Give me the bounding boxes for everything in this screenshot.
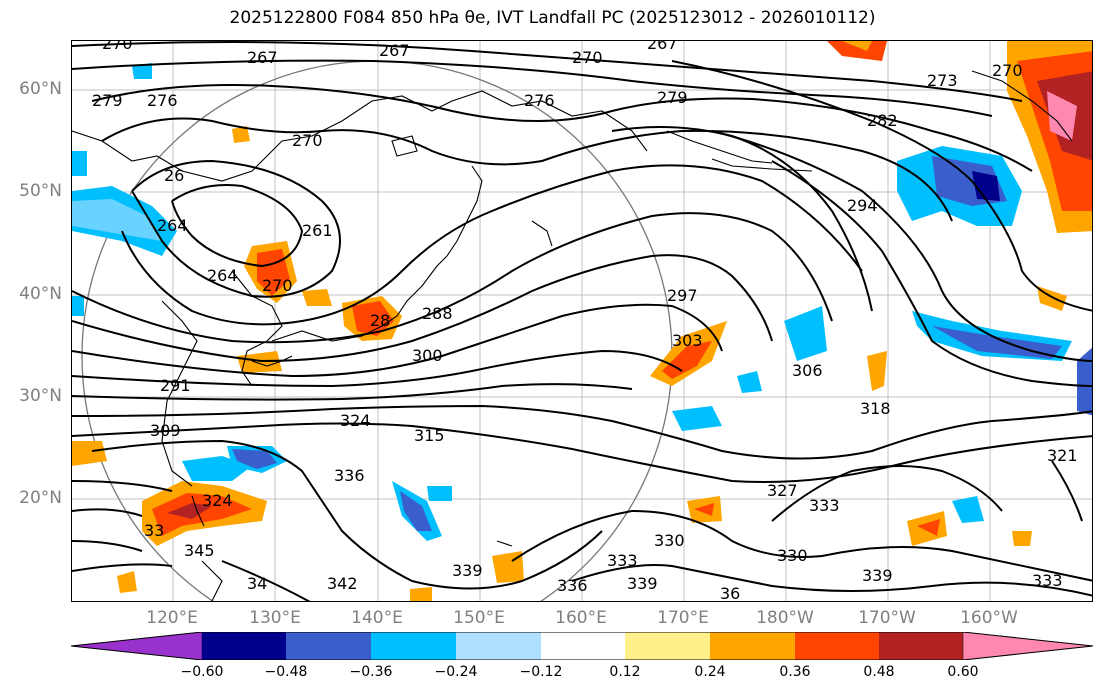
map-svg: 270 267 267 267 270 279 276 276 279 270 …: [72, 41, 1092, 602]
contour-label: 339: [627, 574, 658, 593]
contour-label: 333: [607, 551, 638, 570]
colorbar-tick: −0.60: [180, 664, 224, 680]
contour-label: 264: [207, 266, 238, 285]
colorbar-tick: 0.48: [863, 664, 895, 680]
contour-label: 279: [92, 91, 123, 110]
contour-label: 339: [452, 561, 483, 580]
contour-label: 306: [792, 361, 823, 380]
contour-label: 270: [992, 61, 1023, 80]
colorbar-segment-neg024: [371, 632, 456, 660]
colorbar-tick: −0.36: [349, 664, 393, 680]
colorbar-segment-lt-neg060: [71, 632, 203, 660]
contour-label-group: 270 267 267 267 270 279 276 276 279 270 …: [92, 41, 1078, 602]
contour-label: 330: [654, 531, 685, 550]
contour-label: 336: [557, 576, 588, 595]
gridlines: [72, 41, 1092, 601]
contour-label: 26: [164, 166, 184, 185]
lat-label-40n: 40°N: [19, 284, 62, 304]
contour-label: 327: [767, 481, 798, 500]
contour-label: 318: [860, 399, 891, 418]
lon-label-150e: 150°E: [453, 608, 505, 628]
contour-label: 291: [160, 376, 191, 395]
colorbar-tick: 0.24: [694, 664, 726, 680]
colorbar-segment-neg012: [456, 632, 541, 660]
colorbar-tick: −0.48: [264, 664, 308, 680]
lon-label-170e: 170°E: [657, 608, 709, 628]
contour-label: 270: [262, 276, 293, 295]
contour-label: 282: [867, 111, 898, 130]
colorbar-segment-pos048: [795, 632, 879, 660]
colorbar-tick: 0.12: [609, 664, 641, 680]
colorbar-segment-pos036: [710, 632, 795, 660]
contour-label: 264: [157, 216, 188, 235]
lat-label-20n: 20°N: [19, 488, 62, 508]
contour-label: 342: [327, 574, 358, 593]
contour-label: 34: [247, 574, 267, 593]
contour-label: 267: [247, 48, 278, 67]
lat-label-60n: 60°N: [19, 79, 62, 99]
lat-label-50n: 50°N: [19, 181, 62, 201]
lat-label-30n: 30°N: [19, 386, 62, 406]
colorbar-segment-pos024: [625, 632, 710, 660]
contour-label: 273: [927, 71, 958, 90]
contour-label: 339: [862, 566, 893, 585]
colorbar-tick: 0.36: [779, 664, 811, 680]
contour-label: 297: [667, 286, 698, 305]
contour-label: 270: [292, 131, 323, 150]
colorbar: [71, 632, 1093, 660]
contour-label: 276: [524, 91, 555, 110]
theta-e-contours: [72, 41, 1092, 601]
colorbar-segment-neg048: [202, 632, 286, 660]
contour-label: 294: [847, 196, 878, 215]
lon-label-160w: 160°W: [960, 608, 1018, 628]
contour-label: 28: [370, 311, 390, 330]
contour-label: 345: [184, 541, 215, 560]
contour-label: 288: [422, 304, 453, 323]
contour-label: 315: [414, 426, 445, 445]
contour-label: 309: [150, 421, 181, 440]
lon-label-160e: 160°E: [555, 608, 607, 628]
colorbar-segment-neg036: [286, 632, 371, 660]
contour-label: 261: [302, 221, 333, 240]
contour-label: 333: [1032, 571, 1063, 590]
contour-label: 303: [672, 331, 703, 350]
coastlines: [72, 70, 1073, 601]
contour-label: 336: [334, 466, 365, 485]
contour-label: 300: [412, 346, 443, 365]
map-area: 270 267 267 267 270 279 276 276 279 270 …: [71, 40, 1093, 602]
map-title: 2025122800 F084 850 hPa θe, IVT Landfall…: [229, 8, 876, 28]
contour-label: 333: [809, 496, 840, 515]
contour-label: 33: [144, 521, 164, 540]
contour-label: 270: [572, 48, 603, 67]
contour-label: 321: [1047, 446, 1078, 465]
colorbar-tick: −0.24: [434, 664, 478, 680]
colorbar-segment-neutral: [541, 632, 625, 660]
lon-label-140e: 140°E: [351, 608, 403, 628]
contour-label: 267: [379, 41, 410, 60]
contour-label: 267: [647, 41, 678, 53]
lon-label-170w: 170°W: [858, 608, 916, 628]
lon-label-180w: 180°W: [756, 608, 814, 628]
contour-label: 270: [102, 41, 133, 53]
lon-label-120e: 120°E: [146, 608, 198, 628]
colorbar-segment-gt-pos060: [962, 632, 1093, 660]
contour-label: 279: [657, 88, 688, 107]
contour-label: 324: [202, 491, 233, 510]
colorbar-tick: 0.60: [947, 664, 979, 680]
contour-label: 324: [340, 411, 371, 430]
contour-label: 330: [777, 546, 808, 565]
contour-label: 36: [720, 584, 740, 602]
lon-label-130e: 130°E: [249, 608, 301, 628]
colorbar-segment-pos060: [879, 632, 963, 660]
colorbar-tick: −0.12: [519, 664, 563, 680]
contour-label: 276: [147, 91, 178, 110]
